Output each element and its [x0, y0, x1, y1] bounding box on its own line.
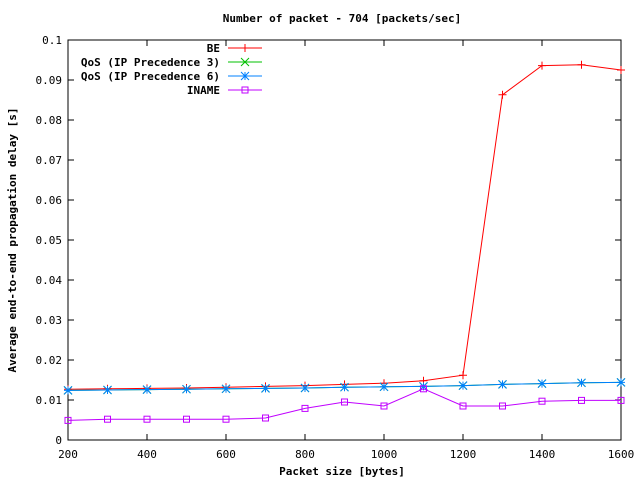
data-point — [143, 415, 151, 423]
data-point — [64, 416, 72, 424]
data-point — [379, 382, 389, 392]
x-tick-label: 200 — [58, 448, 78, 461]
legend-entry: QoS (IP Precedence 3) — [81, 56, 262, 69]
data-point — [104, 415, 111, 423]
data-point — [340, 382, 349, 392]
data-point — [538, 397, 546, 405]
legend-label: QoS (IP Precedence 3) — [81, 56, 220, 69]
y-tick-label: 0.08 — [36, 114, 63, 127]
x-tick-label: 1000 — [371, 448, 398, 461]
legend-entry: QoS (IP Precedence 6) — [81, 70, 262, 83]
data-point — [617, 66, 625, 74]
data-point — [380, 402, 388, 410]
legend-entry: INAME — [187, 84, 262, 97]
data-point — [420, 385, 427, 393]
series-line — [67, 388, 621, 421]
data-point — [537, 379, 547, 388]
y-tick-label: 0.03 — [36, 314, 63, 327]
data-point — [419, 382, 428, 391]
legend-label: QoS (IP Precedence 6) — [81, 70, 220, 83]
y-tick-label: 0.04 — [36, 274, 63, 287]
data-point — [221, 384, 231, 394]
data-point — [617, 396, 625, 404]
y-tick-label: 0.1 — [42, 34, 62, 47]
data-point — [578, 396, 585, 404]
data-point — [498, 380, 507, 389]
data-point — [142, 385, 152, 394]
data-point — [241, 44, 249, 52]
data-point — [300, 383, 310, 393]
legend-label: BE — [207, 42, 220, 55]
y-tick-label: 0.09 — [36, 74, 63, 87]
data-point — [222, 415, 230, 423]
y-tick-label: 0.06 — [36, 194, 63, 207]
data-point — [341, 398, 348, 406]
data-point — [241, 86, 249, 94]
x-tick-label: 400 — [137, 448, 157, 461]
data-point — [240, 71, 250, 81]
data-point — [240, 57, 250, 67]
data-point — [459, 402, 467, 410]
series-layer — [63, 60, 626, 424]
data-point — [183, 415, 190, 423]
series-0 — [64, 60, 625, 394]
data-point — [577, 60, 586, 69]
data-point — [182, 384, 191, 394]
data-point — [499, 402, 506, 410]
data-point — [538, 61, 546, 70]
x-axis-label: Packet size [bytes] — [279, 465, 405, 478]
x-tick-label: 800 — [295, 448, 315, 461]
data-point — [498, 90, 507, 99]
data-point — [301, 404, 309, 412]
y-tick-label: 0.07 — [36, 154, 63, 167]
legend-entry: BE — [207, 42, 262, 55]
x-tick-label: 1200 — [450, 448, 477, 461]
y-tick-label: 0.01 — [36, 394, 63, 407]
data-point — [262, 414, 269, 422]
data-point — [261, 384, 270, 393]
series-2 — [63, 378, 626, 395]
y-axis-label: Average end-to-end propagation delay [s] — [6, 108, 19, 373]
y-tick-label: 0.05 — [36, 234, 63, 247]
x-tick-label: 1400 — [529, 448, 556, 461]
data-point — [459, 371, 467, 380]
data-point — [577, 378, 586, 388]
legend-label: INAME — [187, 84, 220, 97]
data-point — [458, 381, 468, 390]
y-tick-label: 0.02 — [36, 354, 63, 367]
data-point — [103, 385, 112, 395]
axis-ticks: 0 0.01 0.02 0.03 0.04 0.05 0.06 0.07 0.08 0.09 0.1… — [36, 34, 635, 461]
x-tick-label: 600 — [216, 448, 236, 461]
series-3 — [64, 385, 625, 424]
data-point — [63, 386, 73, 395]
chart-title: Number of packet - 704 [packets/sec] — [223, 12, 461, 25]
x-tick-label: 1600 — [608, 448, 635, 461]
y-tick-label: 0 — [55, 434, 62, 447]
series-line — [67, 64, 622, 390]
data-point — [616, 378, 626, 387]
